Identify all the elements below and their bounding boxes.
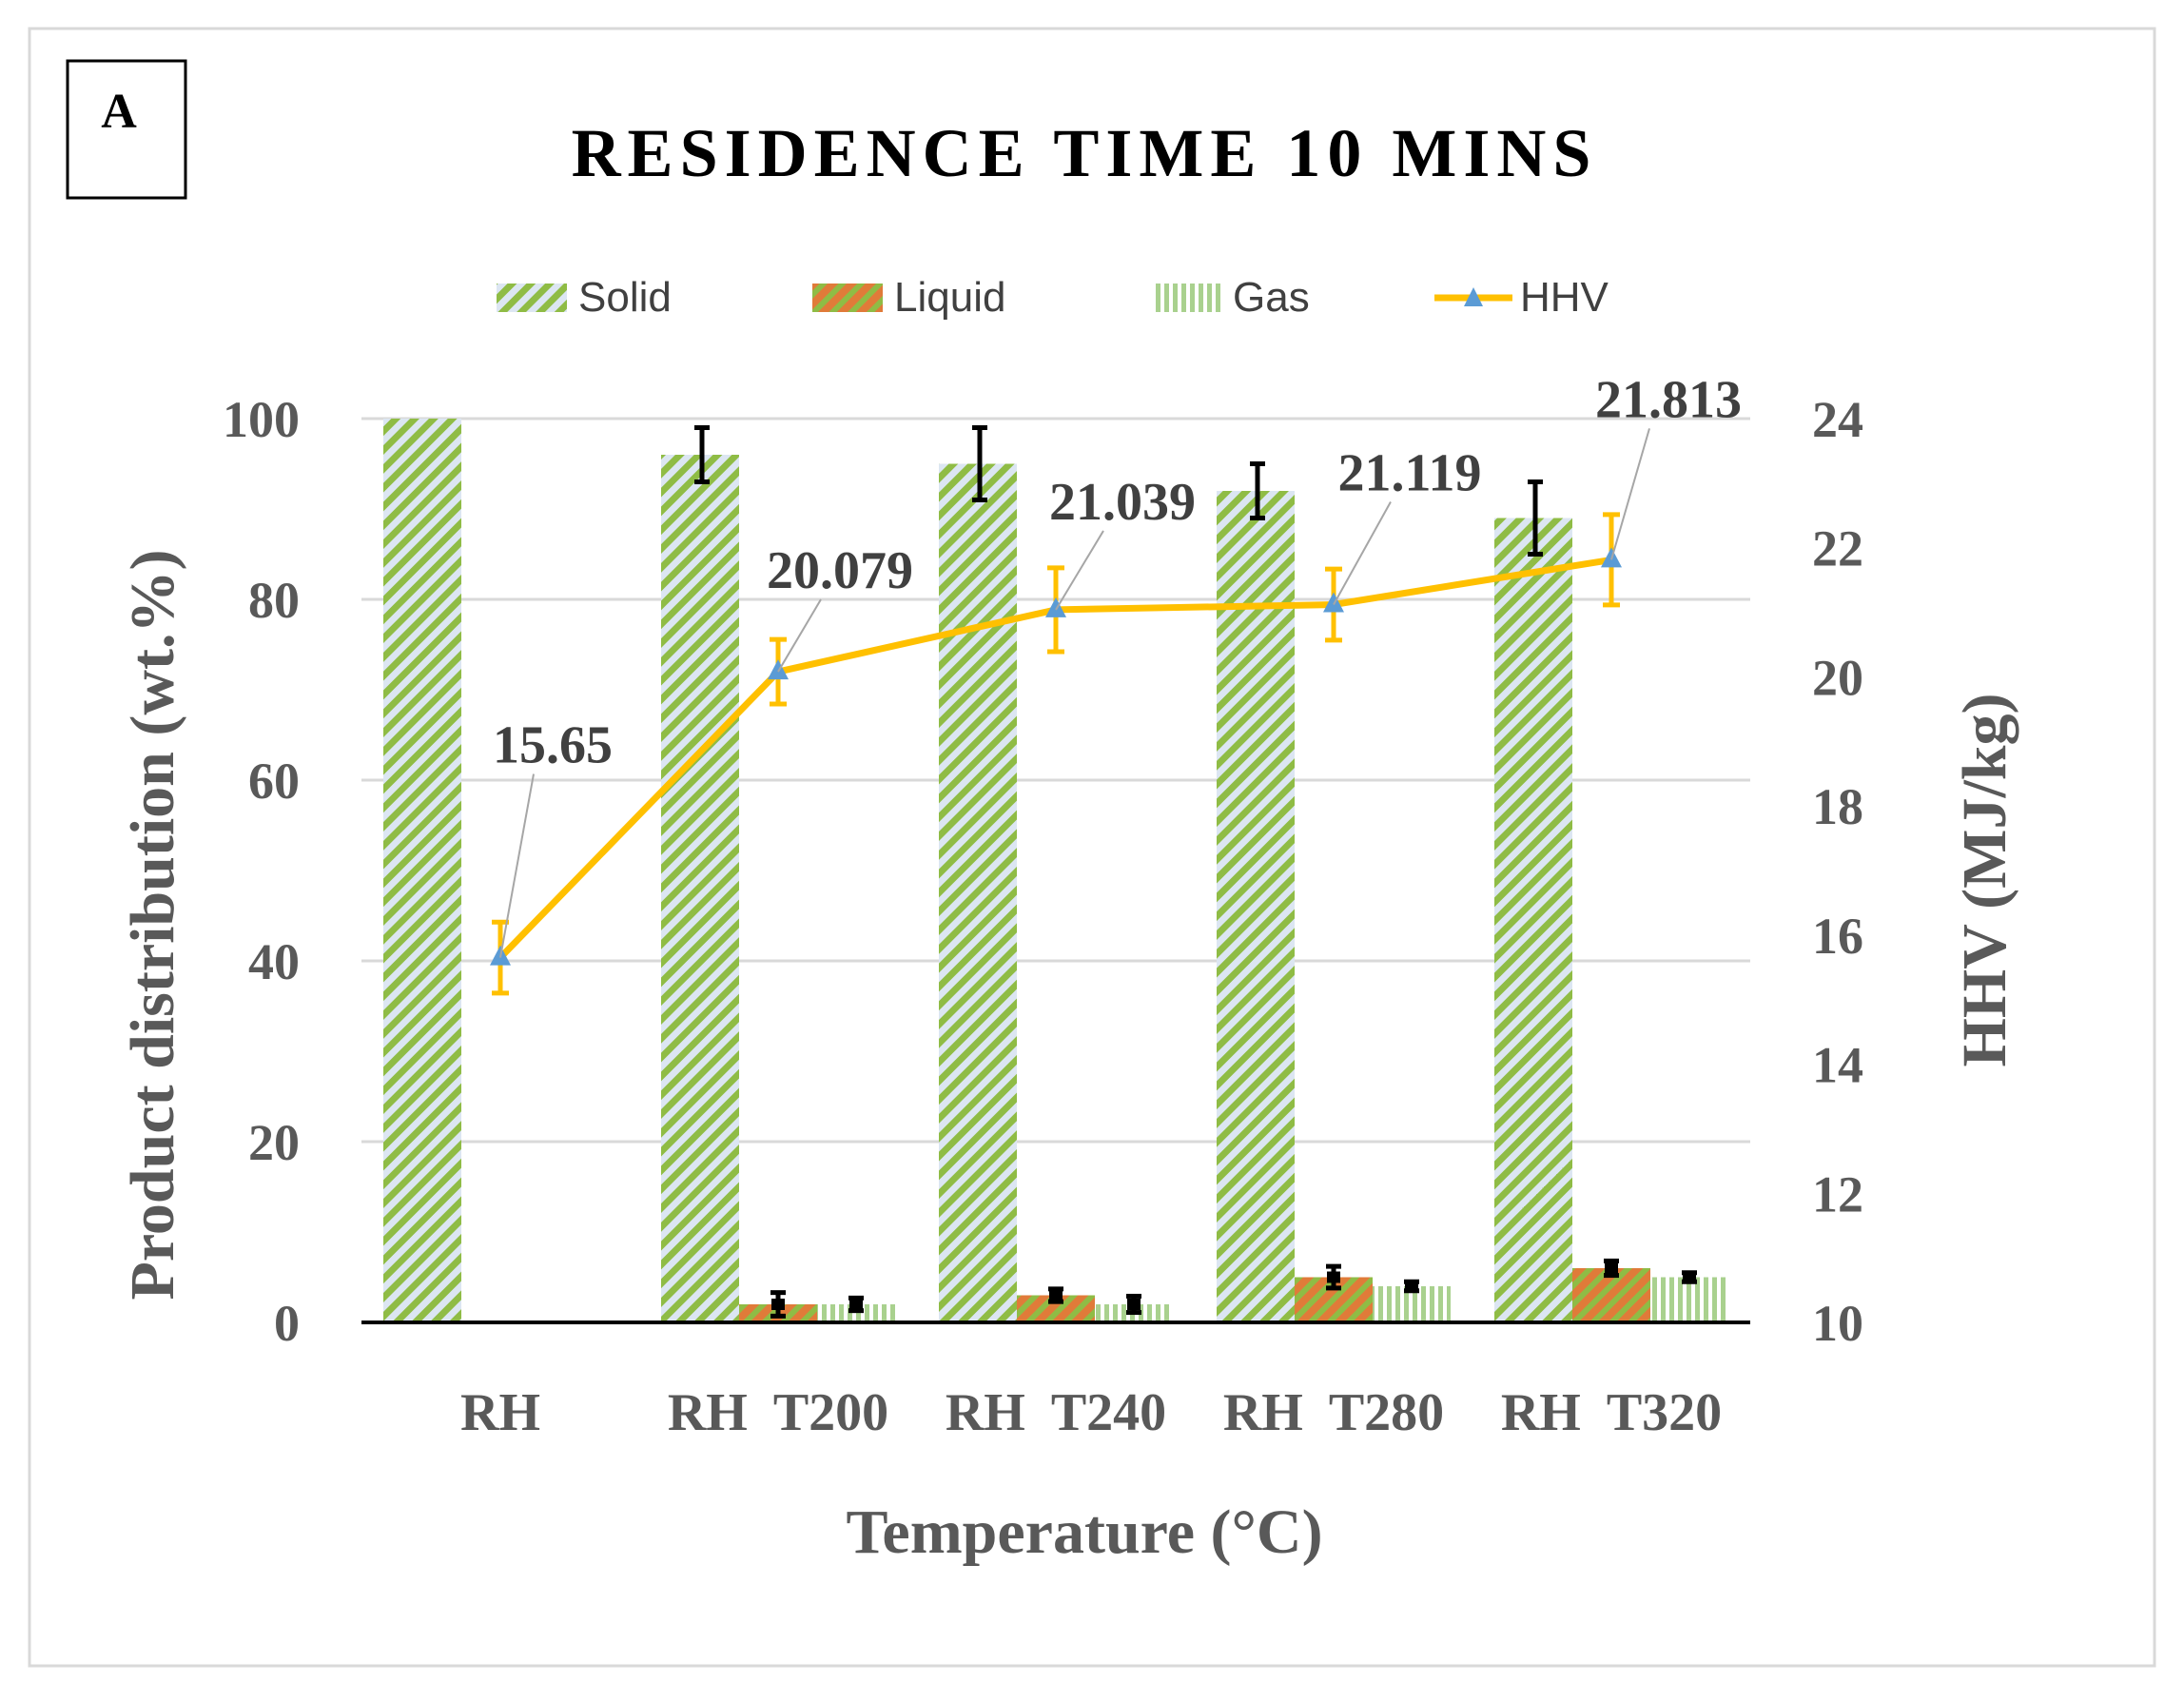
legend-label-gas: Gas: [1233, 274, 1310, 321]
hhv-line-series: [490, 512, 1622, 996]
hhv-data-label: 21.119: [1338, 443, 1482, 502]
hhv-marker: [1323, 592, 1344, 613]
hhv-label-leader: [499, 773, 535, 958]
x-tick-label: RH T320: [1501, 1383, 1722, 1442]
bar-solid: [383, 419, 461, 1322]
y2-axis-title: HHV (MJ/kg): [1950, 694, 2019, 1067]
hhv-data-label: 15.65: [493, 716, 613, 775]
y-tick-label: 0: [274, 1295, 300, 1352]
y2-tick-label: 14: [1812, 1037, 1863, 1094]
y-tick-label: 40: [248, 933, 300, 990]
bar-solid: [939, 463, 1017, 1322]
error-center-liquid: [1327, 1271, 1340, 1283]
y-tick-label: 80: [248, 572, 300, 629]
legend-label-liquid: Liquid: [894, 274, 1005, 321]
hhv-label-leader: [777, 598, 822, 673]
y2-tick-label: 12: [1812, 1165, 1863, 1223]
y2-tick-label: 24: [1812, 391, 1863, 448]
x-axis-title: Temperature (°C): [846, 1497, 1322, 1567]
error-center-gas: [849, 1299, 863, 1310]
error-center-liquid: [771, 1299, 785, 1310]
hhv-label-leader: [1055, 530, 1104, 611]
error-center-liquid: [1049, 1289, 1063, 1301]
legend-label-solid: Solid: [578, 274, 672, 321]
y2-tick-label: 22: [1812, 520, 1863, 577]
panel-label: A: [101, 85, 137, 139]
panel-label-box: [66, 59, 187, 200]
hhv-label-leader: [1333, 501, 1392, 605]
error-center-gas: [1683, 1271, 1696, 1283]
bar-solid: [1217, 491, 1295, 1322]
y-tick-label: 100: [223, 391, 300, 448]
bar-solid: [1494, 518, 1572, 1322]
hhv-data-label: 21.813: [1595, 370, 1742, 429]
y2-tick-label: 16: [1812, 908, 1863, 965]
legend-label-hhv: HHV: [1520, 274, 1609, 321]
y2-tick-label: 20: [1812, 649, 1863, 706]
data-labels: 15.65 20.079 21.039 21.119 21.813: [493, 370, 1742, 958]
bar-solid: [661, 455, 739, 1322]
error-center-liquid: [1605, 1262, 1618, 1274]
x-tick-label: RH: [460, 1383, 540, 1442]
error-center-gas: [1127, 1299, 1141, 1310]
x-tick-label: RH T240: [946, 1383, 1166, 1442]
legend-swatch-liquid: [812, 284, 883, 312]
legend-swatch-solid: [497, 284, 567, 312]
x-tick-label: RH T200: [668, 1383, 888, 1442]
hhv-marker: [1045, 597, 1066, 617]
bar-gas: [1650, 1277, 1728, 1322]
bar-series: [383, 419, 1728, 1322]
legend-marker-hhv: [1464, 287, 1483, 306]
error-bars: [694, 425, 1697, 1319]
error-center-gas: [1405, 1281, 1418, 1292]
chart-title: RESIDENCE TIME 10 MINS: [572, 115, 1598, 191]
x-tick-label: RH T280: [1223, 1383, 1444, 1442]
hhv-label-leader: [1610, 428, 1650, 560]
y2-tick-label: 10: [1812, 1295, 1863, 1352]
y2-tick-label: 18: [1812, 778, 1863, 835]
figure-border: [28, 27, 2156, 1668]
hhv-data-label: 20.079: [767, 541, 913, 600]
legend: Solid Liquid Gas HHV: [497, 274, 1609, 321]
axes: 0 20 40 60 80 100 10 12 14 16 18 20 22 24 RH RH T200 RH …: [223, 391, 1863, 1442]
y-tick-label: 60: [248, 753, 300, 810]
hhv-marker: [768, 659, 789, 680]
y-axis-title: Product distribution (wt.%): [118, 550, 187, 1301]
hhv-data-label: 21.039: [1049, 473, 1196, 532]
legend-swatch-gas: [1153, 284, 1223, 312]
bar-gas: [817, 1304, 895, 1322]
y-tick-label: 20: [248, 1114, 300, 1171]
